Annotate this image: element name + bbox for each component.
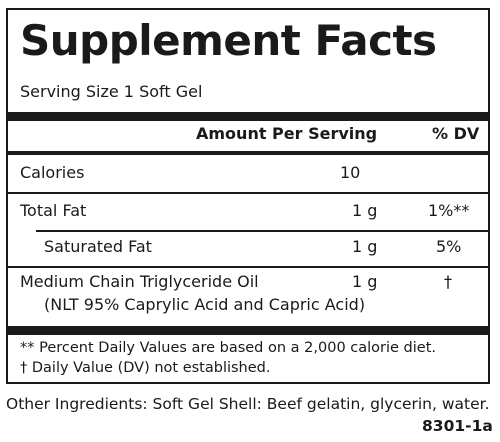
panel-title: Supplement Facts <box>20 16 437 65</box>
dv-header: % DV <box>432 124 480 143</box>
row-divider <box>8 192 488 194</box>
row-calories-amount: 10 <box>340 163 361 182</box>
other-ingredients: Other Ingredients: Soft Gel Shell: Beef … <box>6 395 490 413</box>
header-divider <box>8 151 488 155</box>
row-saturated-fat-name: Saturated Fat <box>44 237 152 256</box>
footnote-daily-values: ** Percent Daily Values are based on a 2… <box>20 340 437 356</box>
thick-divider-bottom <box>8 326 488 335</box>
row-total-fat-name: Total Fat <box>20 201 87 220</box>
row-total-fat-dv: 1%** <box>428 201 470 220</box>
amount-per-serving-header: Amount Per Serving <box>196 124 378 143</box>
row-mct-oil-subtext: (NLT 95% Caprylic Acid and Capric Acid) <box>44 295 366 314</box>
row-divider <box>8 266 488 268</box>
thick-divider <box>8 112 488 121</box>
supplement-facts-panel: Supplement Facts Serving Size 1 Soft Gel… <box>6 8 490 384</box>
serving-size: Serving Size 1 Soft Gel <box>20 82 203 101</box>
row-saturated-fat-dv: 5% <box>436 237 462 256</box>
product-code: 8301-1a <box>422 417 493 435</box>
row-mct-oil-name: Medium Chain Triglyceride Oil <box>20 272 259 291</box>
row-saturated-fat-amount: 1 g <box>352 237 378 256</box>
row-divider-indented <box>36 230 488 232</box>
row-total-fat-amount: 1 g <box>352 201 378 220</box>
row-calories-name: Calories <box>20 163 85 182</box>
row-mct-oil-dv: † <box>444 272 452 291</box>
row-mct-oil-amount: 1 g <box>352 272 378 291</box>
footnote-dv-not-established: † Daily Value (DV) not established. <box>20 360 271 376</box>
